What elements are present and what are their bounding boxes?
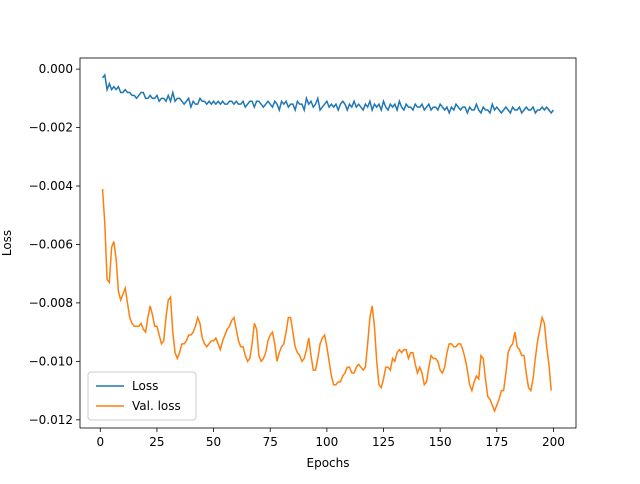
axes-frame <box>79 57 577 429</box>
y-tick-label: −0.012 <box>29 413 73 427</box>
x-tick-label: 0 <box>96 435 104 449</box>
x-tick-label: 175 <box>485 435 508 449</box>
y-tick-label: −0.002 <box>29 121 73 135</box>
y-tick-label: −0.006 <box>29 237 73 251</box>
series-line <box>101 73 555 116</box>
x-tick-label: 125 <box>372 435 395 449</box>
legend-label: Val. loss <box>132 399 181 413</box>
legend-box <box>87 371 197 421</box>
x-tick-label: 75 <box>263 435 278 449</box>
x-tick-label: 50 <box>206 435 221 449</box>
y-tick-label: −0.010 <box>29 354 73 368</box>
x-axis-label: Epochs <box>307 456 350 470</box>
series-line <box>101 188 552 414</box>
x-tick-label: 25 <box>149 435 164 449</box>
y-axis-label: Loss <box>0 230 14 256</box>
x-tick-label: 100 <box>315 435 338 449</box>
y-tick-label: 0.000 <box>39 62 73 76</box>
x-tick-label: 200 <box>542 435 565 449</box>
x-tick-label: 150 <box>429 435 452 449</box>
legend-label: Loss <box>132 379 158 393</box>
y-tick-label: −0.008 <box>29 296 73 310</box>
y-tick-label: −0.004 <box>29 179 73 193</box>
